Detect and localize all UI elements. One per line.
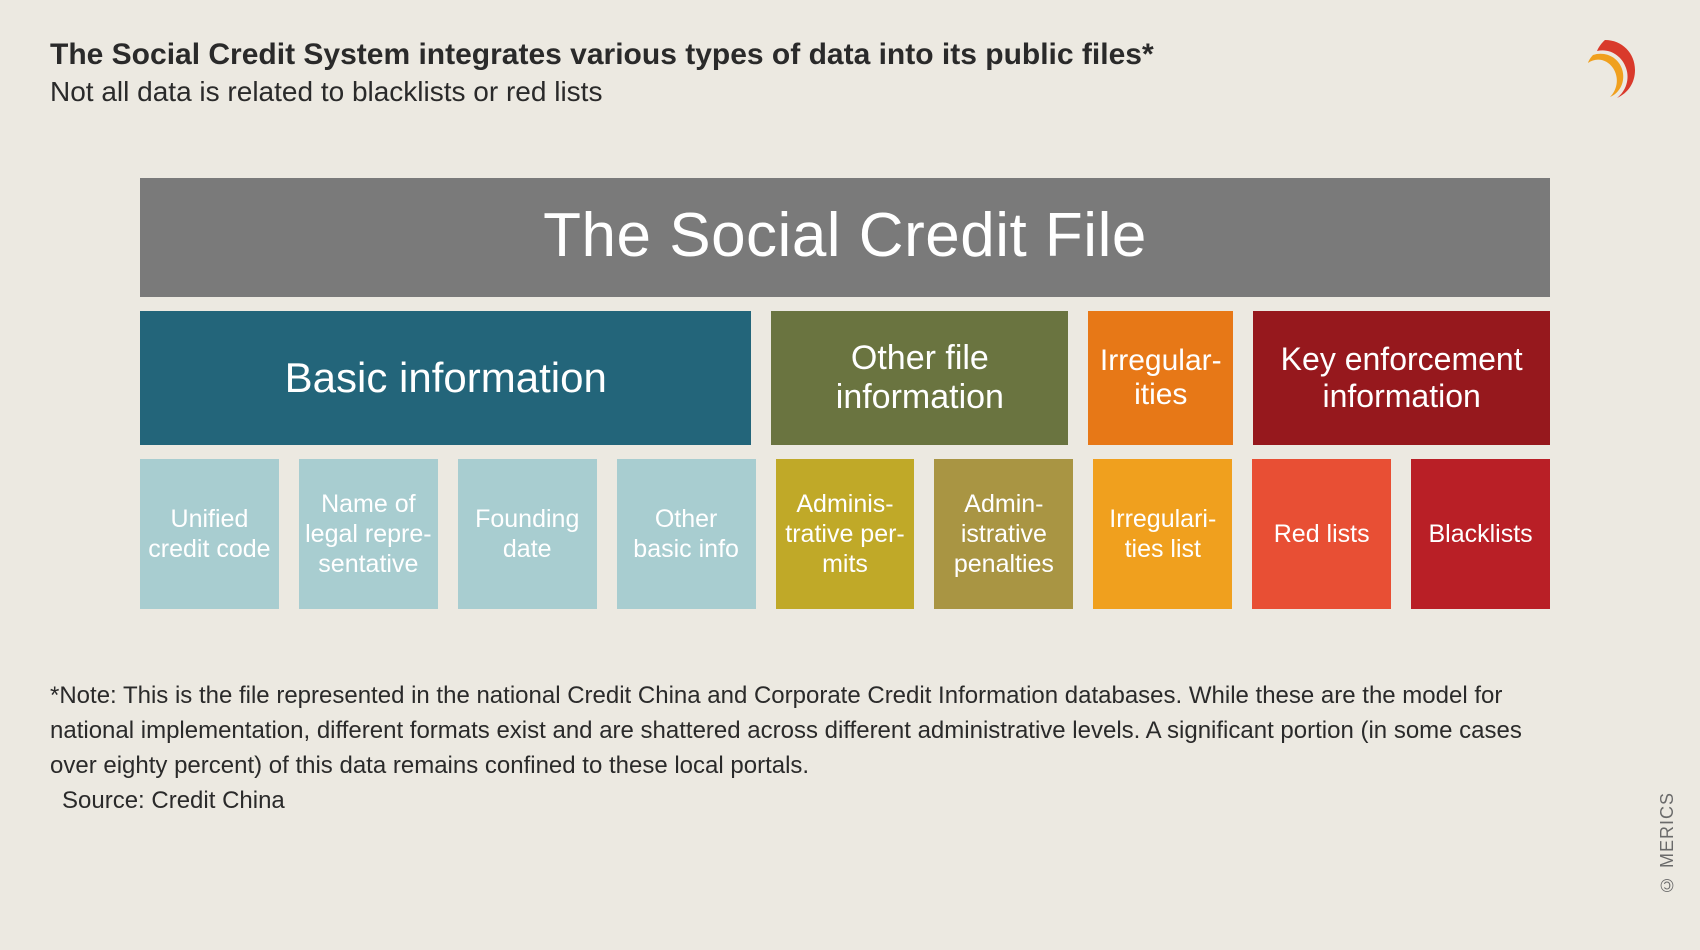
category-row: Basic information Other file information… <box>140 311 1550 445</box>
subitem-administrative-permits: Adminis-trative per-mits <box>776 459 915 609</box>
subitem-irregularities-list: Irregulari-ties list <box>1093 459 1232 609</box>
subitem-red-lists: Red lists <box>1252 459 1391 609</box>
category-key-enforcement: Key enforcement information <box>1253 311 1550 445</box>
page-subtitle: Not all data is related to blacklists or… <box>50 76 1640 108</box>
footnote-text: *Note: This is the file represented in t… <box>50 679 1560 783</box>
category-basic-information: Basic information <box>140 311 751 445</box>
subitem-legal-representative: Name of legal repre-sentative <box>299 459 438 609</box>
category-irregularities: Irregular-ities <box>1088 311 1233 445</box>
category-other-file-information: Other file information <box>771 311 1068 445</box>
copyright-text: © MERICS <box>1657 792 1678 895</box>
hierarchy-diagram: The Social Credit File Basic information… <box>140 178 1550 609</box>
subitem-row: Unified credit code Name of legal repre-… <box>140 459 1550 609</box>
subitem-founding-date: Founding date <box>458 459 597 609</box>
merics-logo-icon <box>1570 35 1640 105</box>
header: The Social Credit System integrates vari… <box>50 35 1640 108</box>
subitem-administrative-penalties: Admin-istrative penalties <box>934 459 1073 609</box>
subitem-blacklists: Blacklists <box>1411 459 1550 609</box>
page-title: The Social Credit System integrates vari… <box>50 35 1640 74</box>
subitem-other-basic-info: Other basic info <box>617 459 756 609</box>
diagram-top-band: The Social Credit File <box>140 178 1550 297</box>
subitem-unified-credit-code: Unified credit code <box>140 459 279 609</box>
source-text: Source: Credit China <box>50 787 1640 815</box>
